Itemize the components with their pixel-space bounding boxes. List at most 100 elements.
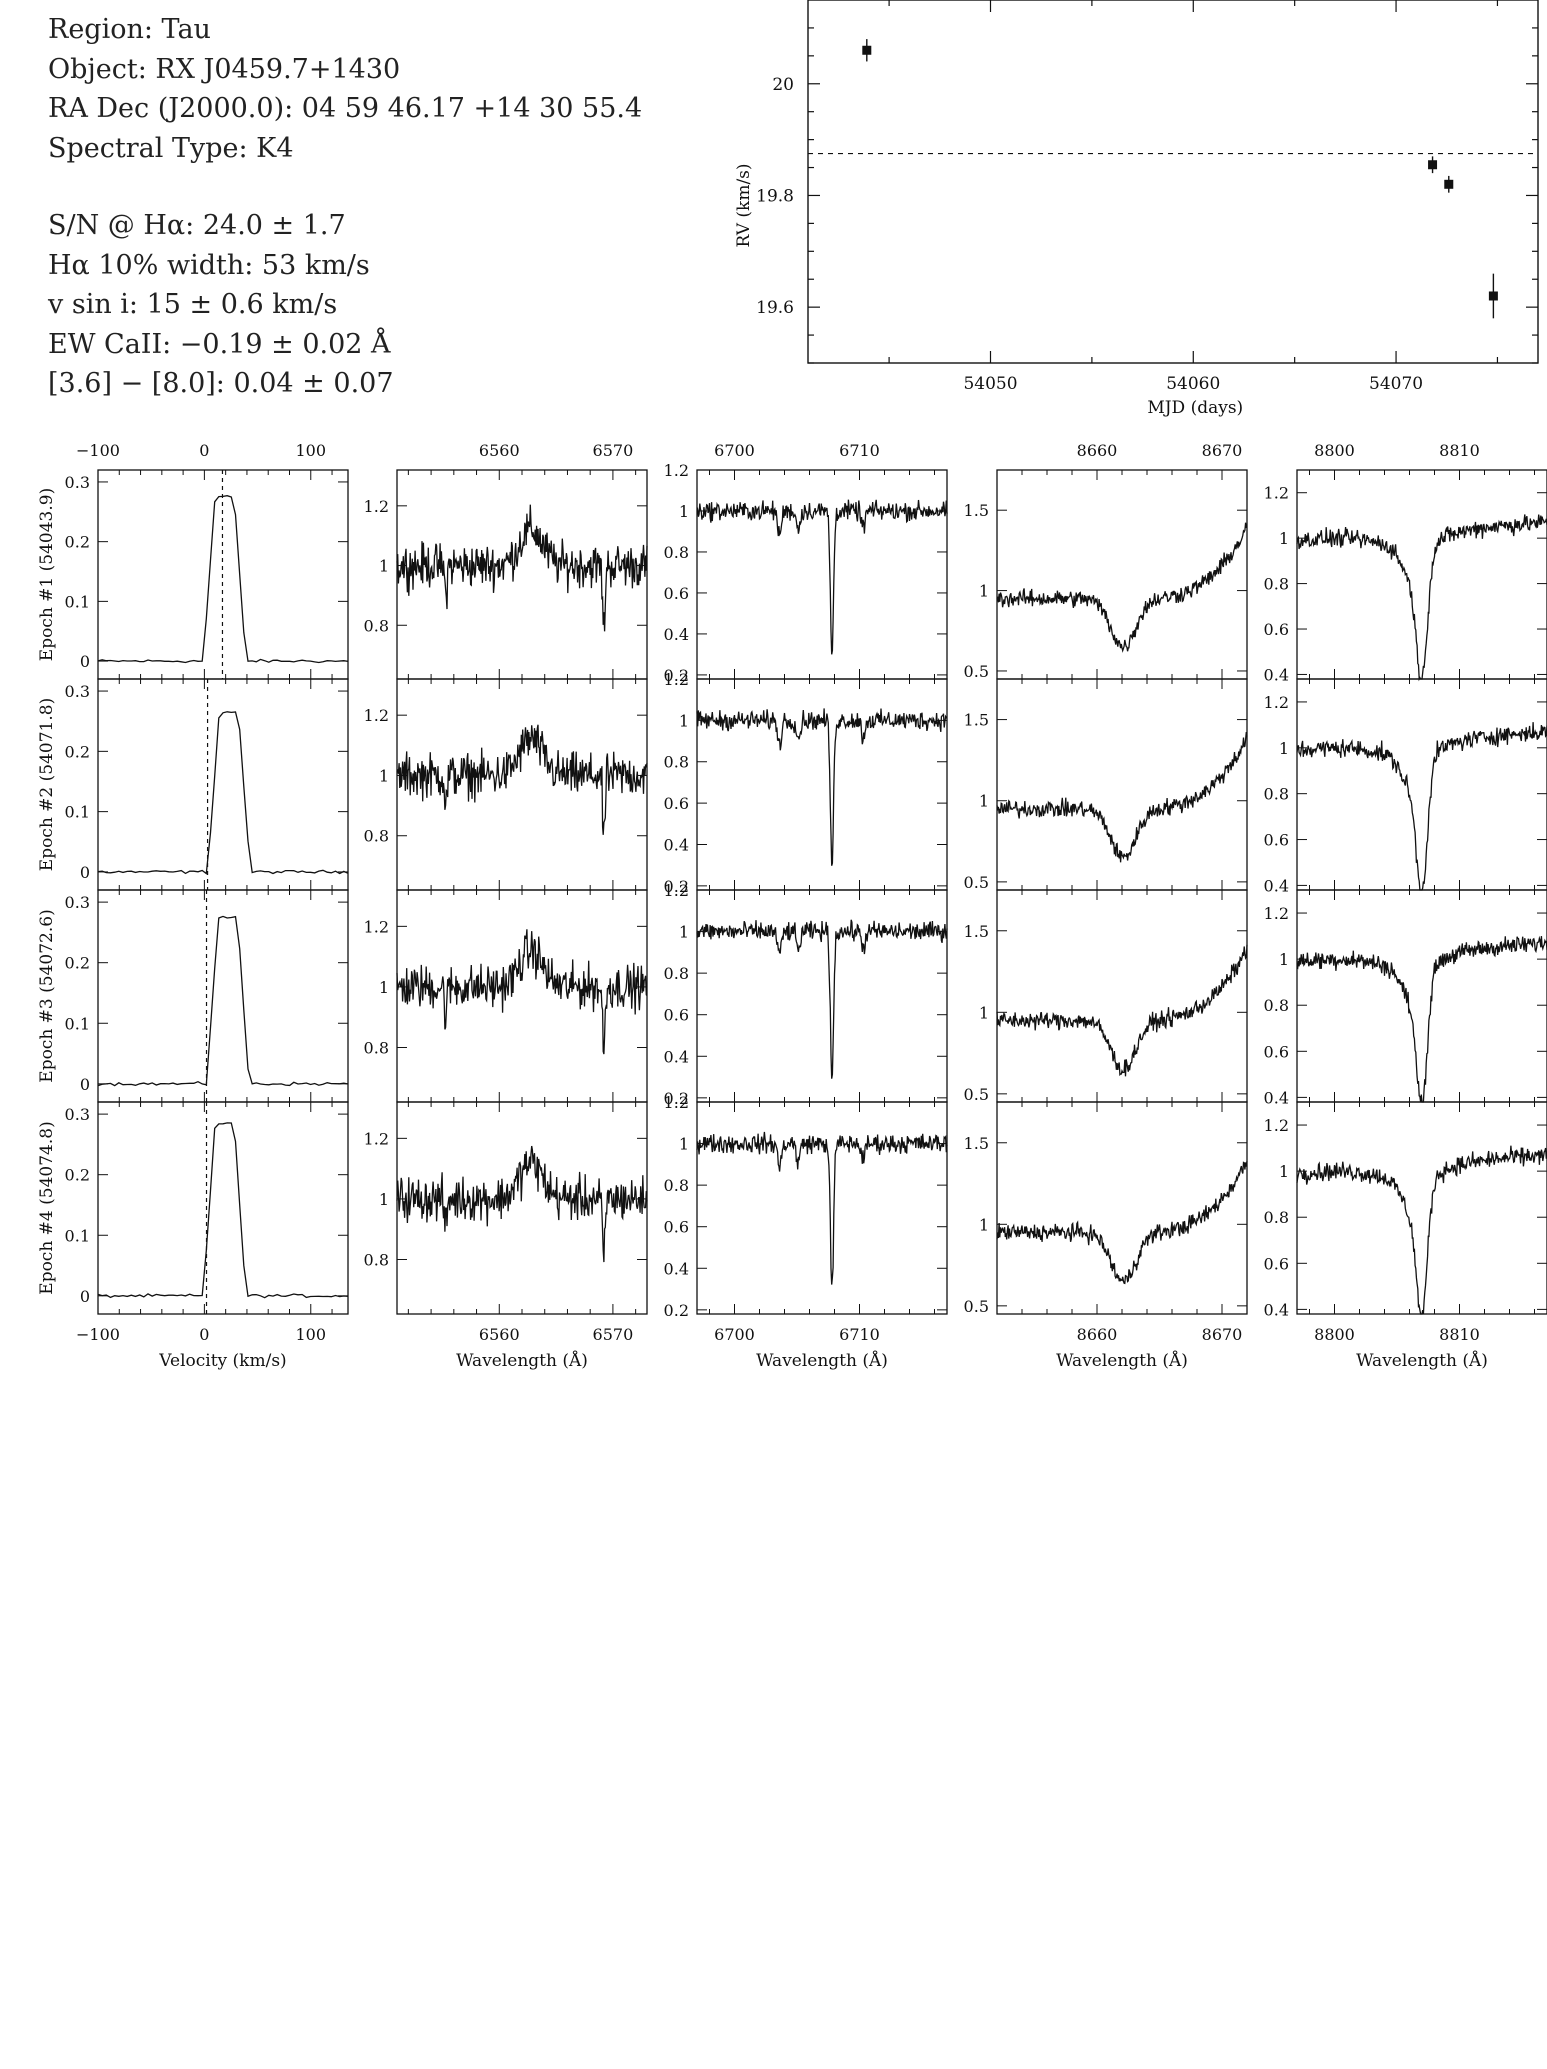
spectrum-y-tick-label: 0.8	[364, 827, 389, 846]
spectrum-x-tick-label-top: 6710	[839, 441, 880, 460]
spectrum-x-tick-label: 8800	[1314, 1325, 1355, 1344]
vsini-label: v sin i: 15 ± 0.6 km/s	[48, 289, 338, 320]
spectrum-x-tick-label-top: 100	[295, 441, 326, 460]
spectrum-panel-frame	[97, 889, 349, 1103]
object-label: Object: RX J0459.7+1430	[48, 53, 401, 85]
spectrum-y-tick-label: 1	[979, 1215, 989, 1234]
epoch-label: Epoch #3 (54072.6)	[37, 909, 57, 1082]
epoch-label: Epoch #2 (54071.8)	[37, 698, 57, 871]
spectrum-x-tick-label-top: 8810	[1439, 441, 1480, 460]
spectrum-x-tick-label-top: 0	[199, 441, 209, 460]
spectrum-y-tick-label: 0.1	[65, 1226, 90, 1245]
spectrum-panel-frame	[1296, 678, 1547, 891]
rv-data-point	[1488, 291, 1498, 301]
spectrum-y-tick-label: 0.4	[664, 1047, 689, 1066]
halpha-width-label: Hα 10% width: 53 km/s	[48, 249, 370, 281]
spectrum-y-tick-label: 1	[1279, 950, 1289, 969]
spectrum-line	[1296, 935, 1547, 1103]
spectrum-y-tick-label: 0.6	[664, 1006, 689, 1025]
spectrum-line	[396, 929, 648, 1055]
spectrum-y-tick-label: 0.5	[964, 662, 989, 681]
rv-data-point	[1428, 160, 1438, 170]
spectrum-y-tick-label: 0.2	[664, 1301, 689, 1320]
rv-x-tick-label: 54070	[1369, 374, 1423, 394]
spectrum-x-tick-label-top: 6560	[479, 441, 520, 460]
spectrum-panel-frame	[1296, 1101, 1547, 1315]
spectrum-line	[696, 1131, 948, 1285]
spectrum-line	[396, 504, 648, 632]
spectrum-y-tick-label: 1	[1279, 529, 1289, 548]
spectrum-y-tick-label: 1	[679, 711, 689, 730]
spectrum-y-tick-label: 0.4	[664, 835, 689, 854]
spectrum-y-tick-label: 0.6	[1264, 1042, 1289, 1061]
spectrum-y-tick-label: 0.2	[65, 954, 90, 973]
spectrum-y-tick-label: 0.2	[664, 1089, 689, 1108]
spectrum-y-tick-label: 0.8	[1264, 575, 1289, 594]
rv-y-tick-label: 19.8	[756, 186, 794, 206]
region-label: Region: Tau	[48, 14, 211, 45]
spectrum-x-tick-label: 6710	[839, 1325, 880, 1344]
spectrum-y-tick-label: 1	[379, 1190, 389, 1209]
spectrum-y-tick-label: 1.2	[1264, 904, 1289, 923]
ew-caii-label: EW CaII: −0.19 ± 0.02 Å	[48, 328, 391, 360]
spectrum-x-axis-label: Wavelength (Å)	[1356, 1350, 1488, 1371]
spectrum-line	[1296, 514, 1547, 682]
spectrum-y-tick-label: 1.2	[664, 670, 689, 689]
rv-y-tick-label: 20	[772, 75, 794, 95]
irac-color-label: [3.6] − [8.0]: 0.04 ± 0.07	[48, 368, 394, 399]
spectrum-y-tick-label: 1	[679, 923, 689, 942]
spectrum-y-tick-label: 0.2	[65, 1166, 90, 1185]
spectrum-y-tick-label: 0.8	[364, 1250, 389, 1269]
rv-x-tick-label: 54060	[1166, 374, 1220, 394]
spectrum-x-tick-label-top: 6700	[714, 441, 755, 460]
spectrum-y-tick-label: 0.4	[1264, 1300, 1289, 1319]
spectrum-y-tick-label: 1	[379, 978, 389, 997]
spectrum-y-tick-label: 0	[80, 652, 90, 671]
spectrum-line	[1296, 1145, 1547, 1315]
spectrum-y-tick-label: 0.8	[664, 964, 689, 983]
spectrum-y-tick-label: 0.4	[1264, 665, 1289, 684]
spectrum-y-tick-label: 1.2	[364, 497, 389, 516]
spectrum-y-tick-label: 1.5	[964, 922, 989, 941]
spectrum-y-tick-label: 0.4	[664, 1259, 689, 1278]
spectrum-x-tick-label: 6560	[479, 1325, 520, 1344]
spectrum-y-tick-label: 0.2	[664, 877, 689, 896]
spectrum-x-tick-label-top: 8670	[1202, 441, 1243, 460]
spectrum-y-tick-label: 0.3	[65, 473, 90, 492]
spectrum-panel-frame	[396, 1101, 648, 1315]
spectrum-y-tick-label: 1	[979, 792, 989, 811]
spectrum-y-tick-label: 1.2	[364, 706, 389, 725]
spectrum-panel-frame	[696, 678, 948, 891]
spectrum-y-tick-label: 1.5	[964, 711, 989, 730]
spectrum-y-tick-label: 1.5	[964, 501, 989, 520]
spectrum-y-tick-label: 0.6	[664, 794, 689, 813]
spectrum-line	[696, 708, 948, 866]
spectrum-line	[1296, 722, 1547, 891]
spectral-type-label: Spectral Type: K4	[48, 132, 294, 164]
spectrum-y-tick-label: 0.1	[65, 592, 90, 611]
spectrum-panel-frame	[996, 678, 1248, 891]
spectrum-y-tick-label: 1.2	[664, 1093, 689, 1112]
spectrum-x-tick-label: 0	[199, 1325, 209, 1344]
radec-label: RA Dec (J2000.0): 04 59 46.17 +14 30 55.…	[48, 93, 643, 124]
spectrum-x-axis-label: Wavelength (Å)	[756, 1350, 888, 1371]
spectrum-y-tick-label: 1.2	[364, 917, 389, 936]
rv-y-axis-label: RV (km/s)	[734, 163, 754, 247]
spectrum-y-tick-label: 0.2	[65, 533, 90, 552]
spectrum-line	[996, 1161, 1248, 1285]
spectrum-y-tick-label: 0.4	[1264, 876, 1289, 895]
spectrum-y-tick-label: 1	[1279, 739, 1289, 758]
spectrum-x-tick-label: 8810	[1439, 1325, 1480, 1344]
spectrum-panel-frame	[97, 678, 349, 891]
spectrum-y-tick-label: 0.8	[1264, 996, 1289, 1015]
spectrum-x-axis-label: Velocity (km/s)	[158, 1351, 286, 1371]
spectrum-x-axis-label: Wavelength (Å)	[1056, 1350, 1188, 1371]
spectrum-y-tick-label: 1.2	[664, 881, 689, 900]
spectrum-line	[396, 724, 648, 835]
spectrum-y-tick-label: 1.2	[1264, 1116, 1289, 1135]
spectrum-y-tick-label: 0.2	[65, 742, 90, 761]
spectrum-line	[396, 1145, 648, 1263]
spectrum-y-tick-label: 0.6	[1264, 620, 1289, 639]
spectrum-x-tick-label: −100	[76, 1325, 120, 1344]
